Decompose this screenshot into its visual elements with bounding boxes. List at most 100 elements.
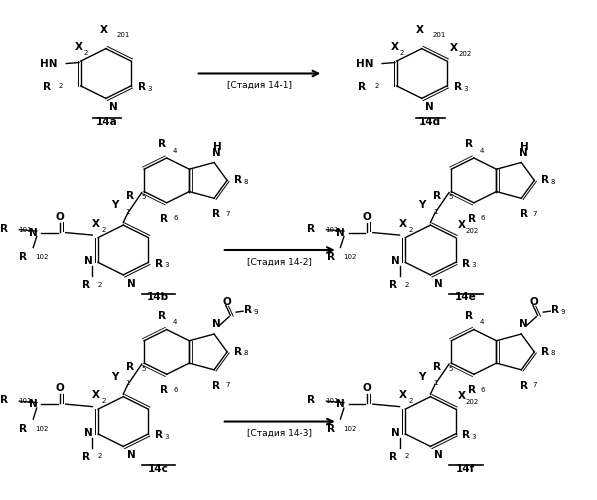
Text: R: R [327, 252, 334, 262]
Text: 7: 7 [226, 210, 230, 216]
Text: 102: 102 [343, 254, 356, 260]
Text: R: R [541, 347, 549, 357]
Text: 2: 2 [408, 398, 413, 404]
Text: R: R [42, 82, 51, 92]
Text: 3: 3 [165, 434, 169, 440]
Text: R: R [82, 452, 90, 462]
Text: O: O [530, 297, 538, 307]
Text: X: X [450, 43, 458, 53]
Text: R: R [161, 385, 168, 395]
Text: 14b: 14b [147, 292, 169, 302]
Text: R: R [454, 82, 462, 92]
Text: X: X [399, 390, 407, 400]
Text: X: X [92, 218, 100, 228]
Text: O: O [56, 212, 64, 222]
Text: 5: 5 [141, 194, 146, 200]
Text: O: O [363, 383, 371, 393]
Text: [Стадия 14-3]: [Стадия 14-3] [247, 429, 312, 438]
Text: R: R [433, 362, 441, 372]
Text: R: R [158, 310, 166, 320]
Text: Y: Y [418, 200, 426, 210]
Text: 1: 1 [433, 208, 437, 214]
Text: X: X [100, 24, 107, 34]
Text: R: R [389, 280, 397, 290]
Text: 9: 9 [561, 308, 565, 314]
Text: 2: 2 [101, 398, 106, 404]
Text: 2: 2 [405, 282, 409, 288]
Text: R: R [82, 280, 90, 290]
Text: 8: 8 [550, 350, 555, 356]
Text: 201: 201 [116, 32, 130, 38]
Text: 3: 3 [472, 262, 476, 268]
Text: 8: 8 [244, 350, 248, 356]
Text: R: R [20, 424, 27, 434]
Text: 2: 2 [405, 454, 409, 460]
Text: N: N [391, 256, 399, 266]
Text: 4: 4 [480, 148, 484, 154]
Text: [Стадия 14-2]: [Стадия 14-2] [247, 258, 312, 266]
Text: R: R [389, 452, 397, 462]
Text: 2: 2 [97, 282, 102, 288]
Text: 2: 2 [59, 84, 63, 89]
Text: 9: 9 [254, 308, 258, 314]
Text: 14a: 14a [96, 117, 118, 127]
Text: R: R [213, 209, 220, 219]
Text: 2: 2 [97, 454, 102, 460]
Text: 4: 4 [173, 319, 177, 325]
Text: 8: 8 [550, 179, 555, 185]
Text: N: N [29, 228, 38, 237]
Text: 5: 5 [448, 366, 453, 372]
Text: R: R [126, 190, 134, 200]
Text: 14e: 14e [454, 292, 476, 302]
Text: 3: 3 [463, 86, 467, 92]
Text: 14c: 14c [147, 464, 168, 474]
Text: R: R [307, 224, 315, 234]
Text: R: R [234, 176, 242, 186]
Text: N: N [391, 428, 399, 438]
Text: R: R [155, 259, 164, 269]
Text: R: R [467, 385, 476, 395]
Text: 2: 2 [374, 84, 379, 89]
Text: 14d: 14d [418, 117, 441, 127]
Text: 101: 101 [325, 226, 339, 232]
Text: 7: 7 [533, 210, 537, 216]
Text: 6: 6 [174, 215, 178, 221]
Text: 2: 2 [399, 50, 404, 56]
Text: 1: 1 [125, 380, 130, 386]
Text: R: R [158, 139, 166, 149]
Text: R: R [465, 310, 473, 320]
Text: R: R [161, 214, 168, 224]
Text: O: O [363, 212, 371, 222]
Text: R: R [138, 82, 146, 92]
Text: 6: 6 [174, 386, 178, 392]
Text: O: O [56, 383, 64, 393]
Text: 4: 4 [173, 148, 177, 154]
Text: R: R [463, 430, 470, 440]
Text: X: X [416, 24, 423, 34]
Text: 3: 3 [165, 262, 169, 268]
Text: R: R [327, 424, 334, 434]
Text: R: R [519, 209, 528, 219]
Text: N: N [84, 428, 93, 438]
Text: 6: 6 [481, 215, 485, 221]
Text: N: N [519, 148, 528, 158]
Text: 1: 1 [433, 380, 437, 386]
Text: R: R [20, 252, 27, 262]
Text: R: R [155, 430, 164, 440]
Text: R: R [465, 139, 473, 149]
Text: 102: 102 [343, 426, 356, 432]
Text: N: N [212, 148, 221, 158]
Text: 101: 101 [18, 398, 32, 404]
Text: R: R [467, 214, 476, 224]
Text: X: X [75, 42, 82, 52]
Text: 8: 8 [244, 179, 248, 185]
Text: O: O [223, 297, 231, 307]
Text: Y: Y [111, 200, 119, 210]
Text: 101: 101 [18, 226, 32, 232]
Text: N: N [434, 279, 442, 289]
Text: 202: 202 [466, 228, 479, 234]
Text: N: N [336, 399, 345, 409]
Text: HN: HN [40, 58, 57, 68]
Text: 2: 2 [101, 226, 106, 232]
Text: 202: 202 [458, 51, 472, 57]
